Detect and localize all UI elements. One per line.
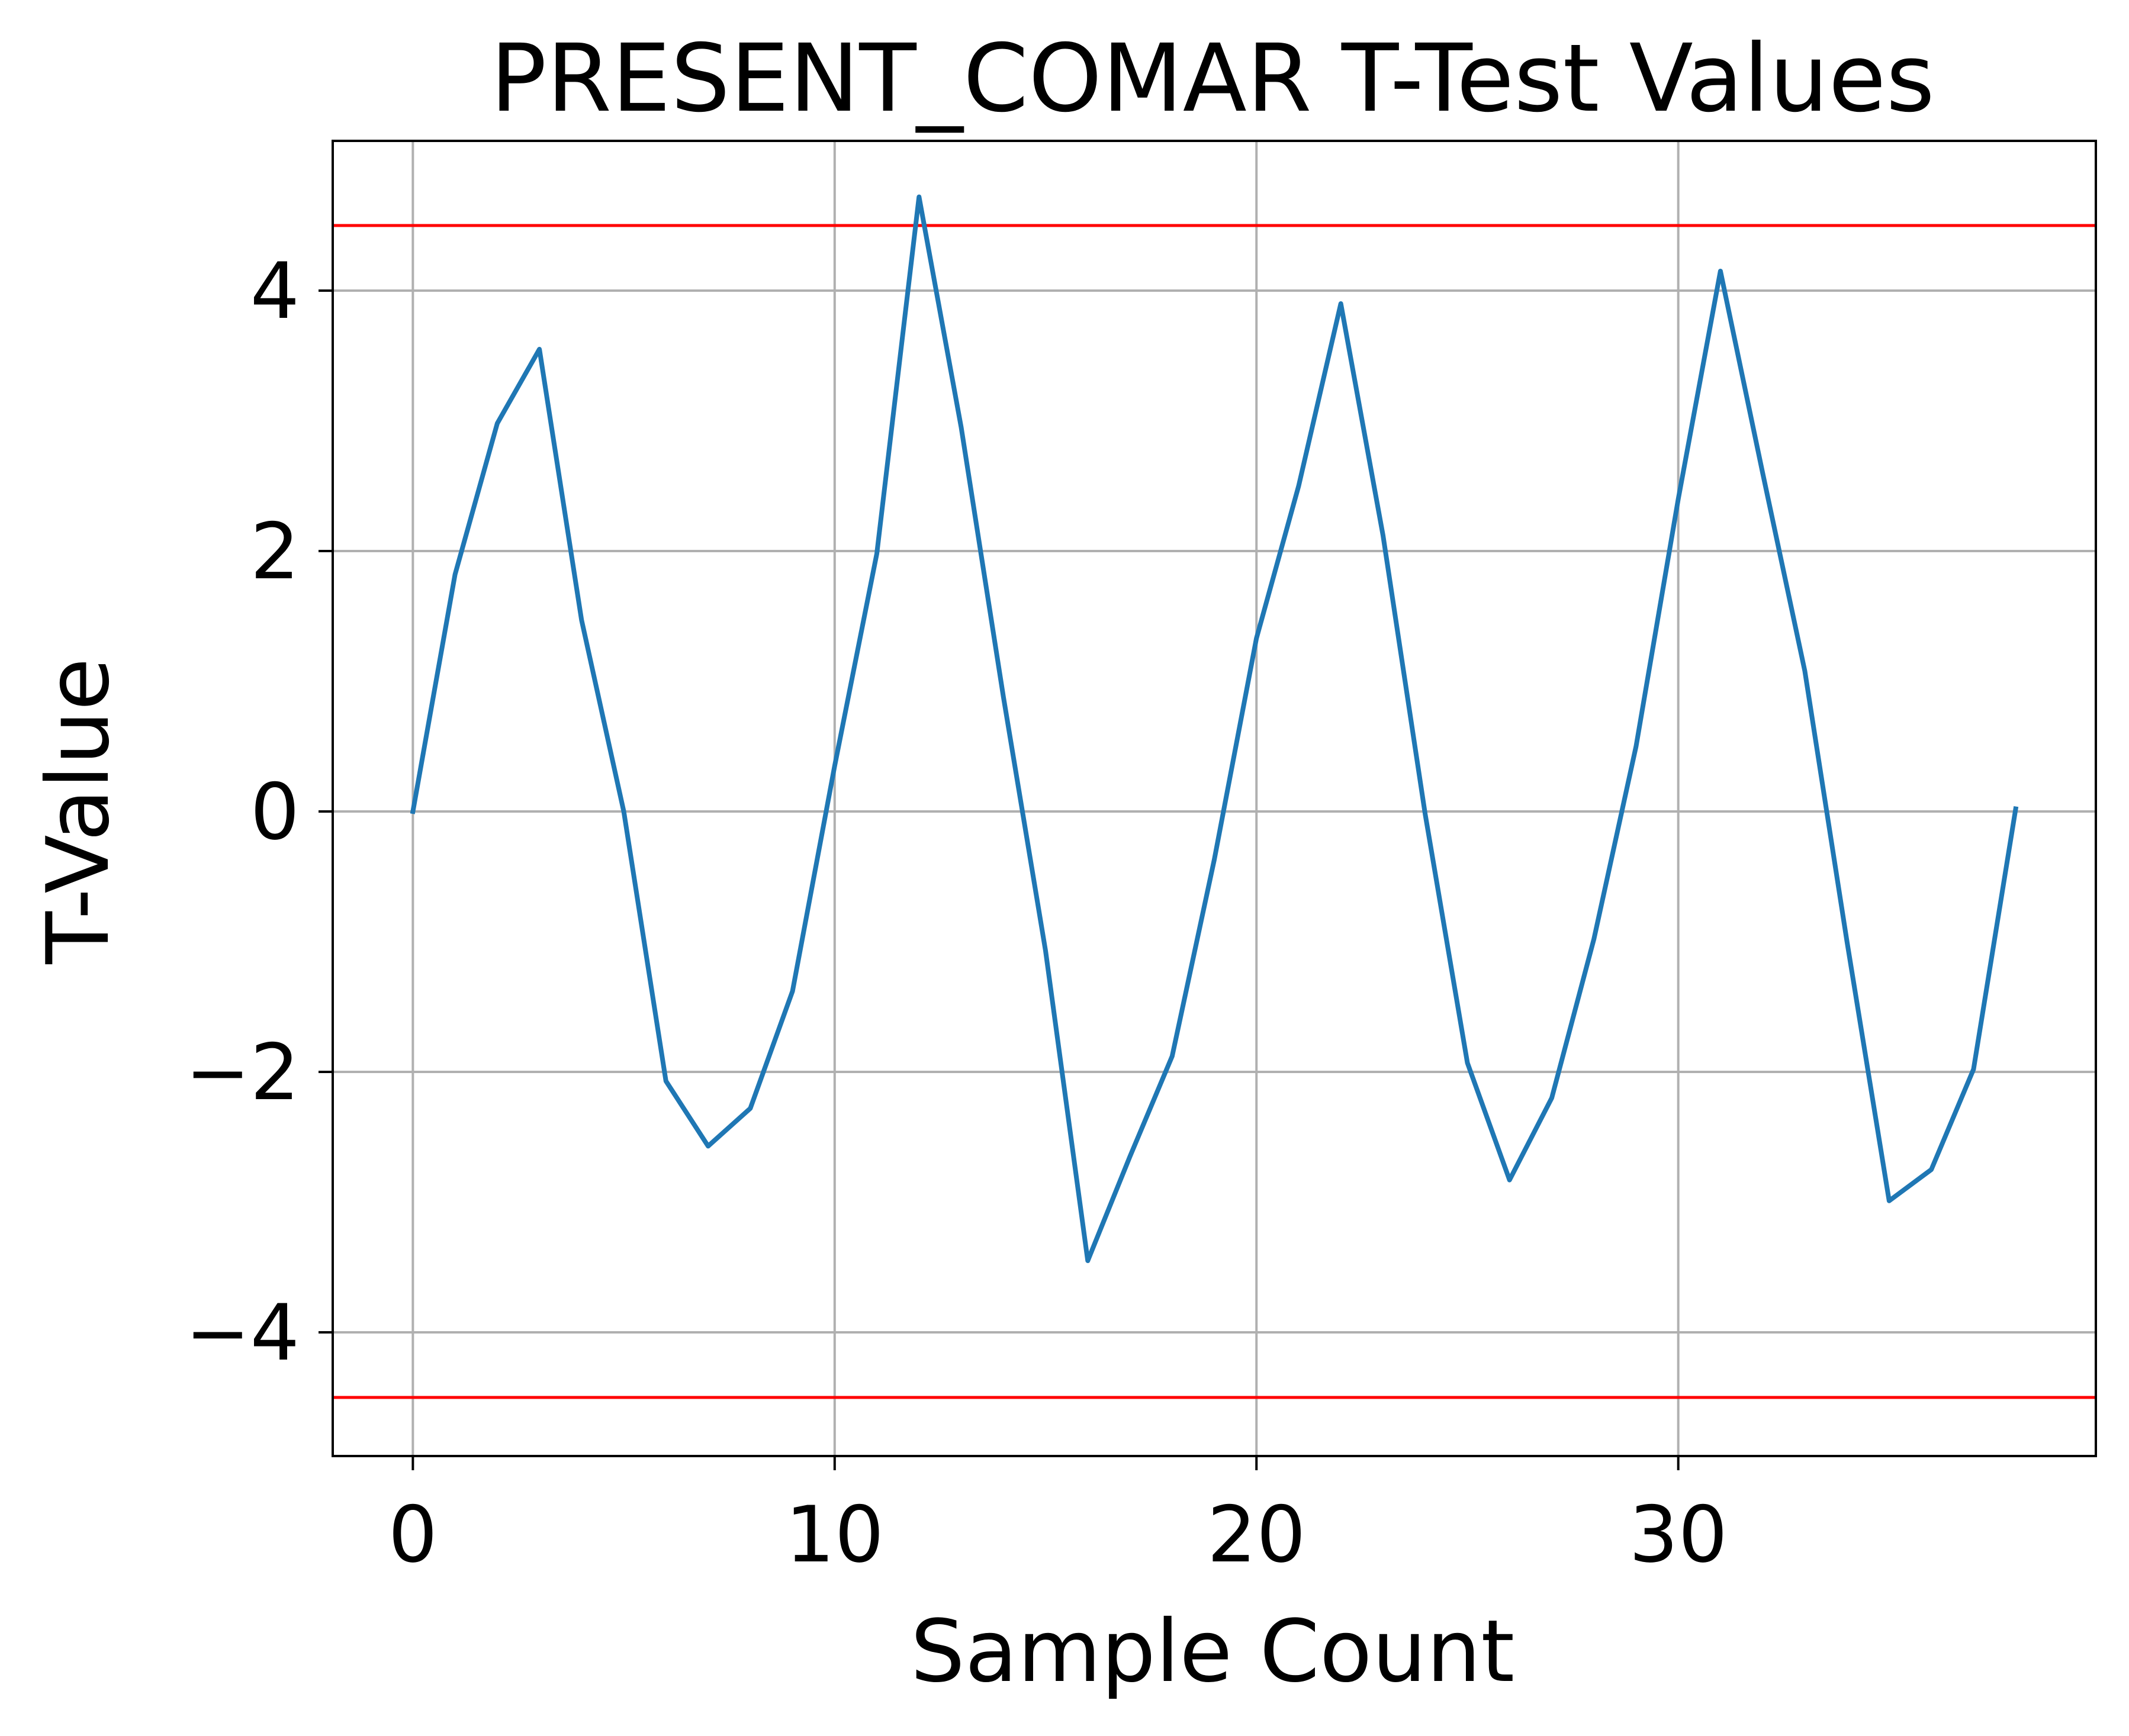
x-tick-label: 20 — [1207, 1489, 1306, 1580]
plot-frame — [332, 140, 2097, 1457]
x-tick-label: 10 — [785, 1489, 884, 1580]
y-tick-label: 2 — [250, 506, 300, 597]
y-tick-label: −4 — [185, 1287, 300, 1378]
series-layer — [410, 194, 2019, 1263]
y-axis-title: T-Value — [28, 658, 128, 964]
threshold-lines — [333, 224, 2096, 1399]
grid — [333, 141, 2096, 1456]
x-tick-label: 30 — [1629, 1489, 1728, 1580]
plot-area — [333, 141, 2096, 1456]
y-tick-label: 4 — [250, 246, 300, 336]
x-tick-label: 0 — [388, 1489, 438, 1580]
x-axis-title: Sample Count — [911, 1602, 1514, 1702]
y-tick-label: −2 — [185, 1027, 300, 1117]
y-tick-label: 0 — [250, 766, 300, 857]
ticks: 0 10 20 30 −4 −2 0 2 4 — [185, 246, 1728, 1580]
series-line-0 — [410, 194, 2019, 1263]
chart-title: PRESENT_COMAR T-Test Values — [490, 24, 1935, 133]
